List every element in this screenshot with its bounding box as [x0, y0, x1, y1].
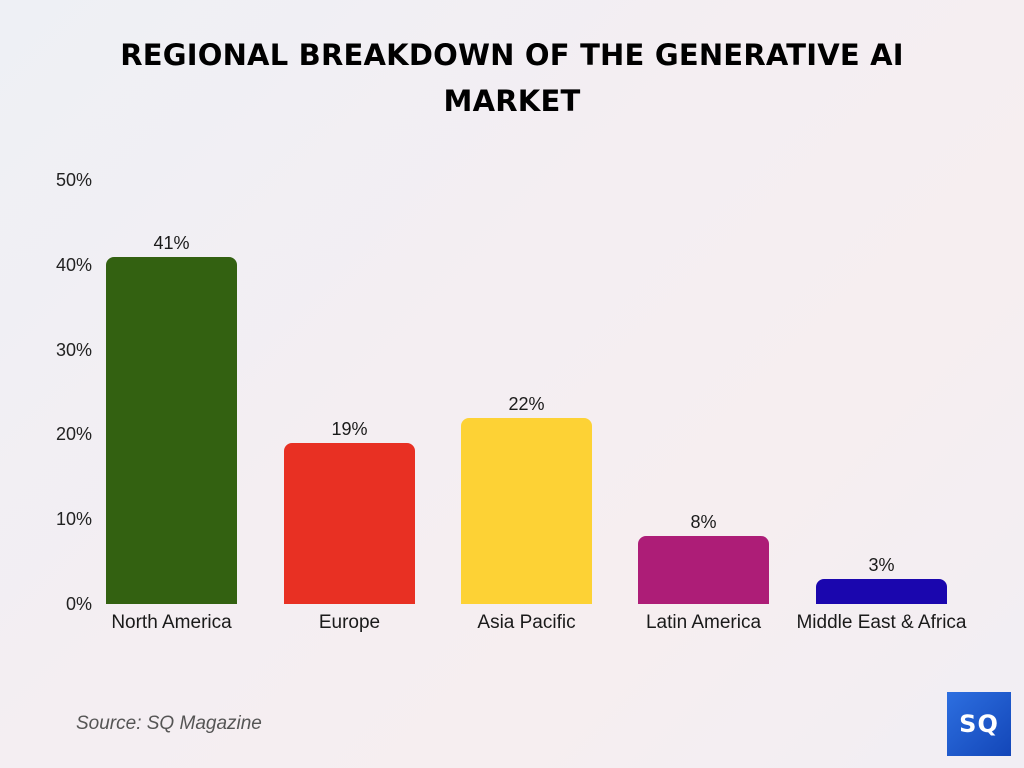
y-tick-40: 40%: [55, 255, 92, 275]
value-label-latin-america: 8%: [690, 512, 717, 533]
y-tick-30: 30%: [55, 340, 92, 360]
chart-title: REGIONAL BREAKDOWN OF THE GENERATIVE AI …: [0, 32, 1024, 124]
chart-title-line1: REGIONAL BREAKDOWN OF THE GENERATIVE AI: [120, 38, 904, 72]
bar-middle-east-africa: [816, 578, 947, 604]
y-tick-20: 20%: [55, 424, 92, 444]
value-label-asia-pacific: 22%: [508, 393, 545, 414]
source-note: Source: SQ Magazine: [76, 713, 262, 734]
x-label-asia-pacific: Asia Pacific: [477, 612, 576, 633]
value-label-middle-east-africa: 3%: [868, 554, 895, 575]
bar-latin-america: [638, 536, 769, 604]
x-label-middle-east-africa: Middle East & Africa: [796, 612, 967, 633]
x-label-europe: Europe: [318, 612, 381, 633]
y-tick-10: 10%: [55, 509, 92, 529]
y-tick-0: 0%: [65, 594, 92, 614]
x-label-north-america: North America: [111, 612, 232, 633]
value-label-europe: 19%: [331, 419, 368, 440]
sq-logo-text: SQ: [959, 710, 999, 738]
bar-europe: [284, 443, 415, 604]
chart-title-line2: MARKET: [443, 84, 581, 118]
sq-logo: SQ: [947, 692, 1011, 756]
y-tick-50: 50%: [55, 170, 92, 190]
bar-asia-pacific: [461, 417, 592, 604]
value-label-north-america: 41%: [153, 233, 190, 254]
bar-north-america: [106, 257, 237, 604]
x-label-latin-america: Latin America: [645, 612, 762, 633]
